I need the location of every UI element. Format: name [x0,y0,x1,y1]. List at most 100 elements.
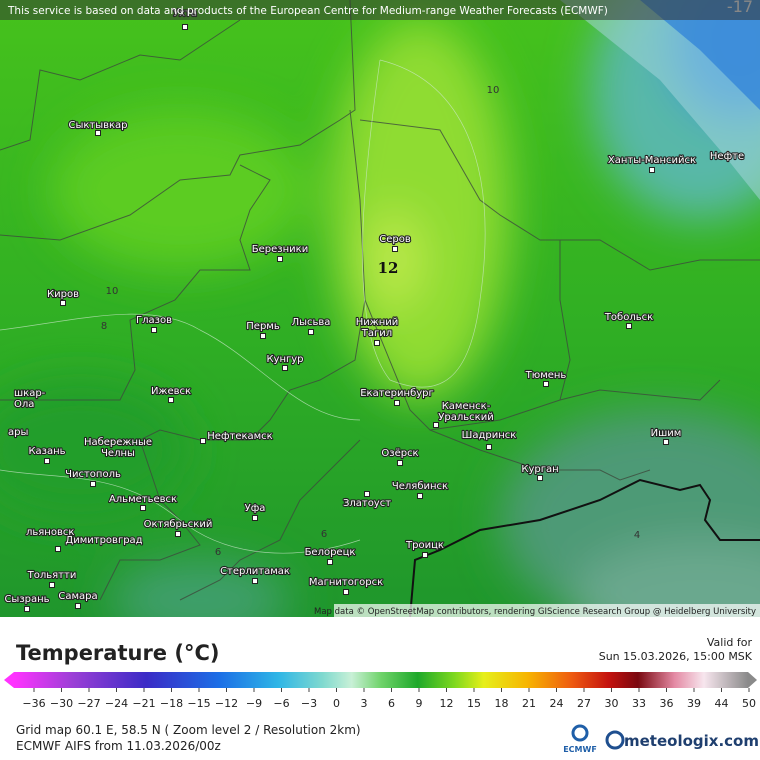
city-dot [343,589,349,595]
city-dot [486,444,492,450]
colorbar-tick-label: 24 [550,697,564,710]
city-label: Сызрань [4,594,49,605]
city-dot [95,130,101,136]
colorbar-tick-label: −12 [215,697,238,710]
colorbar-tick-label: −9 [246,697,262,710]
city-label: Белорецк [305,547,356,558]
city-label: Тобольск [604,312,653,323]
valid-label: Valid for [707,636,753,649]
model-info: ECMWF AIFS from 11.03.2026/00z [16,739,221,753]
city-label: Курган [521,464,558,475]
contour-label: 10 [487,85,500,96]
city-label: Киров [47,289,79,300]
city-dot [252,578,258,584]
colorbar-tick-label: −30 [50,697,73,710]
colorbar-tick-label: 3 [361,697,368,710]
ecmwf-text: ECMWF [563,745,597,754]
colorbar-tick-label: 6 [388,697,395,710]
contour-label: 4 [634,530,640,541]
city-label: Серов [379,234,411,245]
city-label: Челябинск [392,481,448,492]
city-label: Тольятти [27,570,77,581]
city-label: Димитровград [65,535,142,546]
city-label: ары [8,427,28,438]
colorbar-tick-label: −36 [22,697,45,710]
city-dot [543,381,549,387]
city-dot [392,246,398,252]
city-label: Тюмень [525,370,567,381]
city-label: Ишим [651,428,682,439]
city-label: Каменск- [442,401,491,412]
city-label: льяновск [26,527,74,538]
city-label: Шадринск [462,430,517,441]
city-label: Златоуст [343,498,391,509]
colorbar-tick-label: 36 [660,697,674,710]
city-dot [537,475,543,481]
city-dot [282,365,288,371]
city-label: Магнитогорск [309,577,383,588]
contour-label: 10 [106,286,119,297]
city-dot [422,552,428,558]
city-dot [308,329,314,335]
city-label: Уральский [438,412,493,423]
colorbar-tick-label: 27 [577,697,591,710]
colorbar-tick-label: 15 [467,697,481,710]
city-dot [364,491,370,497]
ecmwf-logo[interactable]: ECMWF [563,724,597,754]
service-notice: This service is based on data and produc… [7,5,608,17]
colorbar-tick-label: 50 [742,697,756,710]
city-dot [663,439,669,445]
city-label: Екатеринбург [360,388,434,399]
colorbar-ticks: −36 −30 −27 −24 −21 −18 −15 −12 −9 −6 −3 0 3 6 9 12 15 18… [22,688,756,710]
colorbar-tick-label: −24 [105,697,128,710]
city-dot [49,582,55,588]
city-label: Лысьва [292,317,331,328]
city-dot [140,505,146,511]
city-label: Чистополь [65,469,121,480]
colorbar-tick-label: −27 [77,697,100,710]
meteologix-text: meteologix.com [624,732,759,750]
city-label: Глазов [136,315,172,326]
colorbar-tick-label: −21 [132,697,155,710]
city-label: Стерлитамак [220,566,290,577]
city-label: Березники [252,244,308,255]
city-dot [75,603,81,609]
city-dot [44,458,50,464]
city-label: Октябрьский [144,519,213,530]
city-dot [433,422,439,428]
city-dot [151,327,157,333]
city-dot [168,397,174,403]
city-dot [55,546,61,552]
city-dot [417,493,423,499]
colorbar-tick-label: −3 [301,697,317,710]
colorbar-tick-label: −18 [160,697,183,710]
city-label: Озёрск [381,448,418,459]
legend-title: Temperature (°C) [16,641,219,665]
city-dot [277,256,283,262]
city-label: Сыктывкар [68,120,127,131]
contour-label: 6 [321,529,327,540]
colorbar-tick-label: 9 [416,697,423,710]
city-dot [626,323,632,329]
colorbar-tick-label: 44 [715,697,729,710]
city-label: Ижевск [151,386,191,397]
city-layer: УхтаСыктывкарСеровХанты-МансийскНефтеБер… [3,7,745,612]
meteologix-logo[interactable]: meteologix.com [605,730,759,750]
colorbar-arrow-left [4,672,14,688]
city-dot [327,559,333,565]
city-label: шкар- [14,388,46,399]
city-dot [182,24,188,30]
city-dot [394,400,400,406]
city-dot [374,340,380,346]
grid-info: Grid map 60.1 E, 58.5 N ( Zoom level 2 /… [16,723,361,737]
map-attribution[interactable]: Map data © OpenStreetMap contributors, r… [314,607,756,617]
contour-label: 12 [378,259,399,277]
city-label: Троицк [405,540,444,551]
city-dot [90,481,96,487]
colorbar-tick-label: −15 [187,697,210,710]
valid-time: Sun 15.03.2026, 15:00 MSK [599,650,753,663]
city-label: Уфа [245,503,266,514]
colorbar-tick-label: 21 [522,697,536,710]
colorbar-tick-label: 39 [687,697,701,710]
